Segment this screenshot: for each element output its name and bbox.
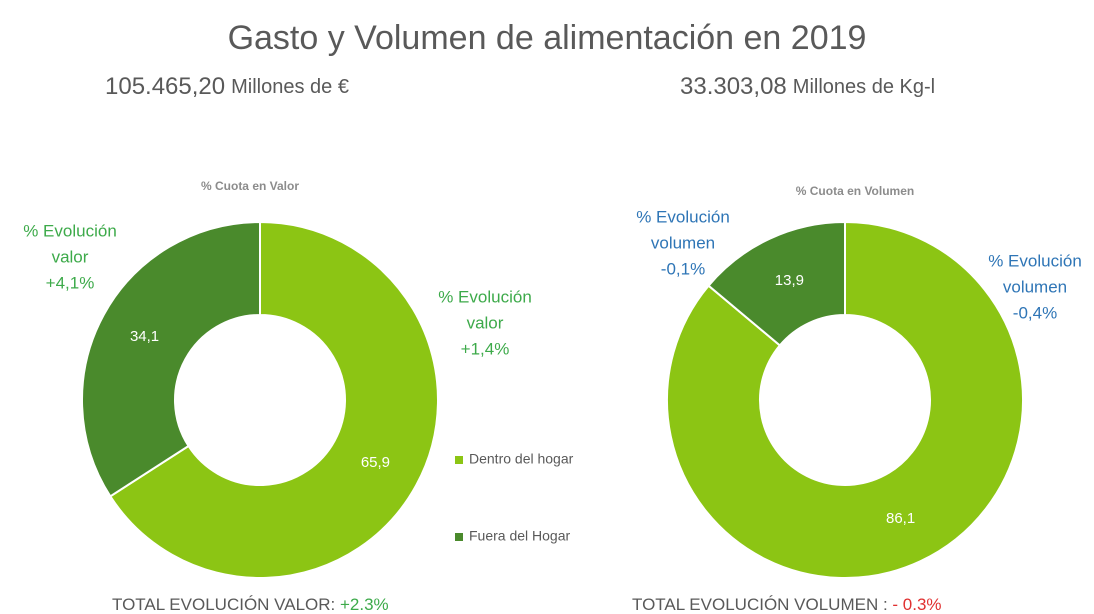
value-label: 86,1 [886, 510, 915, 527]
footer-text: TOTAL EVOLUCIÓN VALOR: [112, 595, 340, 614]
value-label: 65,9 [361, 454, 390, 471]
annotation: valor [467, 313, 504, 332]
annotation: % Evolución [23, 221, 117, 240]
annotation: +4,1% [46, 273, 95, 292]
subtitle: 105.465,20 Millones de € [105, 73, 349, 100]
subtitle: 33.303,08 Millones de Kg-l [680, 73, 935, 100]
annotation: % Evolución [636, 207, 730, 226]
annotation: -0,1% [661, 259, 705, 278]
footer-text: TOTAL EVOLUCIÓN VOLUMEN : [632, 595, 892, 614]
chart-title: % Cuota en Valor [201, 179, 299, 193]
footer-value: +2.3% [340, 595, 389, 614]
annotation: volumen [651, 233, 715, 252]
annotation: % Evolución [438, 287, 532, 306]
value-label: 34,1 [130, 328, 159, 345]
legend-label: Fuera del Hogar [469, 528, 571, 544]
footer: TOTAL EVOLUCIÓN VOLUMEN : - 0.3% [632, 595, 942, 614]
donut-segment [666, 220, 1024, 579]
annotation: volumen [1003, 277, 1067, 296]
footer: TOTAL EVOLUCIÓN VALOR: +2.3% [112, 595, 389, 614]
legend-swatch [455, 456, 463, 464]
annotation: valor [52, 247, 89, 266]
donut-segment [707, 220, 846, 347]
footer-value: - 0.3% [892, 595, 941, 614]
amount: 33.303,08 [680, 73, 787, 100]
annotation: +1,4% [461, 339, 510, 358]
annotation: -0,4% [1013, 303, 1057, 322]
donut-segment [108, 220, 439, 579]
unit: Millones de Kg-l [793, 76, 935, 98]
chart-title: % Cuota en Volumen [796, 184, 914, 198]
legend-swatch [455, 533, 463, 541]
annotation: % Evolución [988, 251, 1082, 270]
main-title: Gasto y Volumen de alimentación en 2019 [228, 19, 867, 57]
amount: 105.465,20 [105, 73, 225, 100]
legend-label: Dentro del hogar [469, 451, 574, 467]
donut-segment [81, 220, 261, 498]
unit: Millones de € [231, 76, 349, 98]
value-label: 13,9 [775, 272, 804, 289]
